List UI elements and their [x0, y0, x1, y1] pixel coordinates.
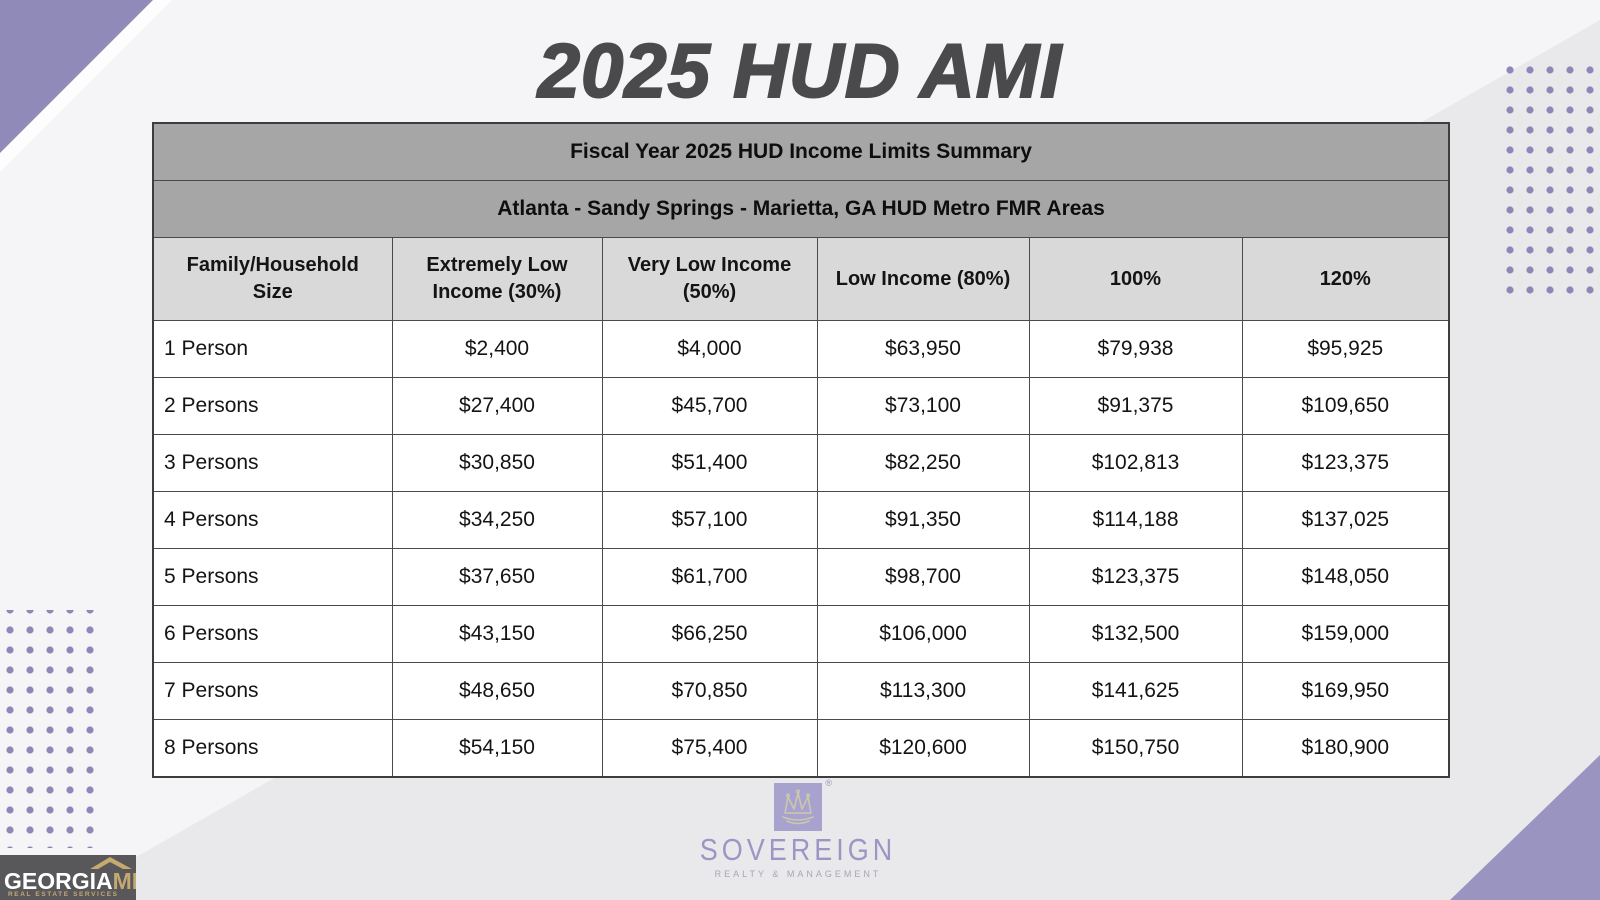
sovereign-logo: ® SOVEREIGN REALTY & MANAGEMENT: [698, 778, 898, 879]
cell-extremely-low: $34,250: [391, 491, 603, 549]
cell-120: $109,650: [1241, 377, 1450, 435]
table-row-6-persons: 6 Persons $43,150 $66,250 $106,000 $132,…: [152, 605, 1450, 663]
col-header-extremely-low: Extremely Low Income (30%): [391, 237, 603, 321]
cell-very-low: $4,000: [601, 320, 818, 378]
cell-extremely-low: $2,400: [391, 320, 603, 378]
row-label: 5 Persons: [152, 548, 393, 606]
cell-100: $132,500: [1028, 605, 1243, 663]
cell-120: $148,050: [1241, 548, 1450, 606]
cell-extremely-low: $37,650: [391, 548, 603, 606]
table-row-3-persons: 3 Persons $30,850 $51,400 $82,250 $102,8…: [152, 434, 1450, 492]
cell-very-low: $51,400: [601, 434, 818, 492]
cell-120: $159,000: [1241, 605, 1450, 663]
cell-low-highlighted: $98,700: [816, 548, 1030, 606]
table-title: Fiscal Year 2025 HUD Income Limits Summa…: [152, 122, 1450, 181]
cell-extremely-low: $27,400: [391, 377, 603, 435]
page-title: 2025 HUD AMI: [537, 28, 1063, 115]
table-row-5-persons: 5 Persons $37,650 $61,700 $98,700 $123,3…: [152, 548, 1450, 606]
cell-extremely-low: $30,850: [391, 434, 603, 492]
table-row-1-person: 1 Person $2,400 $4,000 $63,950 $79,938 $…: [152, 320, 1450, 378]
cell-120: $180,900: [1241, 719, 1450, 778]
table-header-row: Family/Household Size Extremely Low Inco…: [152, 237, 1450, 321]
table-subbanner-row: Atlanta - Sandy Springs - Marietta, GA H…: [152, 180, 1450, 238]
cell-100: $141,625: [1028, 662, 1243, 720]
georgia-mls-logo: GEORGIAMLS REAL ESTATE SERVICES: [0, 855, 136, 900]
col-header-family-size: Family/Household Size: [152, 237, 393, 321]
table-row-4-persons-highlighted: 4 Persons $34,250 $57,100 $91,350 $114,1…: [152, 491, 1450, 549]
cell-low-highlighted: $113,300: [816, 662, 1030, 720]
cell-very-low: $70,850: [601, 662, 818, 720]
cell-extremely-low: $54,150: [391, 719, 603, 778]
col-header-very-low: Very Low Income (50%): [601, 237, 818, 321]
cell-100: $114,188: [1028, 491, 1243, 549]
cell-very-low: $45,700: [601, 377, 818, 435]
cell-120: $137,025: [1241, 491, 1450, 549]
table-row-8-persons: 8 Persons $54,150 $75,400 $120,600 $150,…: [152, 719, 1450, 778]
row-label: 2 Persons: [152, 377, 393, 435]
crown-icon: [782, 789, 814, 825]
cell-100: $102,813: [1028, 434, 1243, 492]
cell-low-highlighted: $120,600: [816, 719, 1030, 778]
col-header-120: 120%: [1241, 237, 1450, 321]
corner-triangle-top-left: [0, 0, 153, 153]
cell-120: $169,950: [1241, 662, 1450, 720]
income-limits-table: Fiscal Year 2025 HUD Income Limits Summa…: [152, 122, 1451, 778]
cell-120: $123,375: [1241, 434, 1450, 492]
cell-100: $150,750: [1028, 719, 1243, 778]
cell-low-highlighted: $82,250: [816, 434, 1030, 492]
registered-trademark: ®: [825, 778, 832, 788]
row-label-highlighted: 4 Persons: [152, 491, 393, 549]
cell-low-highlighted: $63,950: [816, 320, 1030, 378]
col-header-100: 100%: [1028, 237, 1243, 321]
sovereign-logo-name: SOVEREIGN: [699, 833, 897, 867]
sovereign-logo-tagline: REALTY & MANAGEMENT: [714, 869, 882, 879]
dot-grid-top-right: [1500, 60, 1600, 300]
cell-very-low: $57,100: [601, 491, 818, 549]
col-header-low: Low Income (80%): [816, 237, 1030, 321]
row-label: 1 Person: [152, 320, 393, 378]
corner-triangle-bottom-right: [1450, 755, 1600, 900]
cell-120: $95,925: [1241, 320, 1450, 378]
table-subtitle: Atlanta - Sandy Springs - Marietta, GA H…: [152, 180, 1450, 238]
cell-low-highlighted: $106,000: [816, 605, 1030, 663]
cell-100: $123,375: [1028, 548, 1243, 606]
roof-icon: [90, 857, 132, 869]
cell-100: $79,938: [1028, 320, 1243, 378]
cell-extremely-low: $43,150: [391, 605, 603, 663]
table-row-2-persons: 2 Persons $27,400 $45,700 $73,100 $91,37…: [152, 377, 1450, 435]
georgia-mls-word2: MLS: [112, 868, 136, 894]
georgia-mls-word1: GEORGIA: [4, 868, 113, 894]
table-row-7-persons: 7 Persons $48,650 $70,850 $113,300 $141,…: [152, 662, 1450, 720]
row-label: 6 Persons: [152, 605, 393, 663]
cell-very-low: $66,250: [601, 605, 818, 663]
cell-very-low: $61,700: [601, 548, 818, 606]
cell-low-highlighted: $73,100: [816, 377, 1030, 435]
cell-very-low: $75,400: [601, 719, 818, 778]
cell-100: $91,375: [1028, 377, 1243, 435]
sovereign-logo-square: ®: [774, 778, 832, 831]
georgia-mls-tagline: REAL ESTATE SERVICES: [8, 891, 119, 898]
cell-extremely-low: $48,650: [391, 662, 603, 720]
dot-grid-bottom-left: [0, 610, 98, 848]
table-banner-row: Fiscal Year 2025 HUD Income Limits Summa…: [152, 122, 1450, 181]
row-label: 3 Persons: [152, 434, 393, 492]
row-label: 8 Persons: [152, 719, 393, 778]
cell-low-highlighted-orange: $91,350: [816, 491, 1030, 549]
row-label: 7 Persons: [152, 662, 393, 720]
